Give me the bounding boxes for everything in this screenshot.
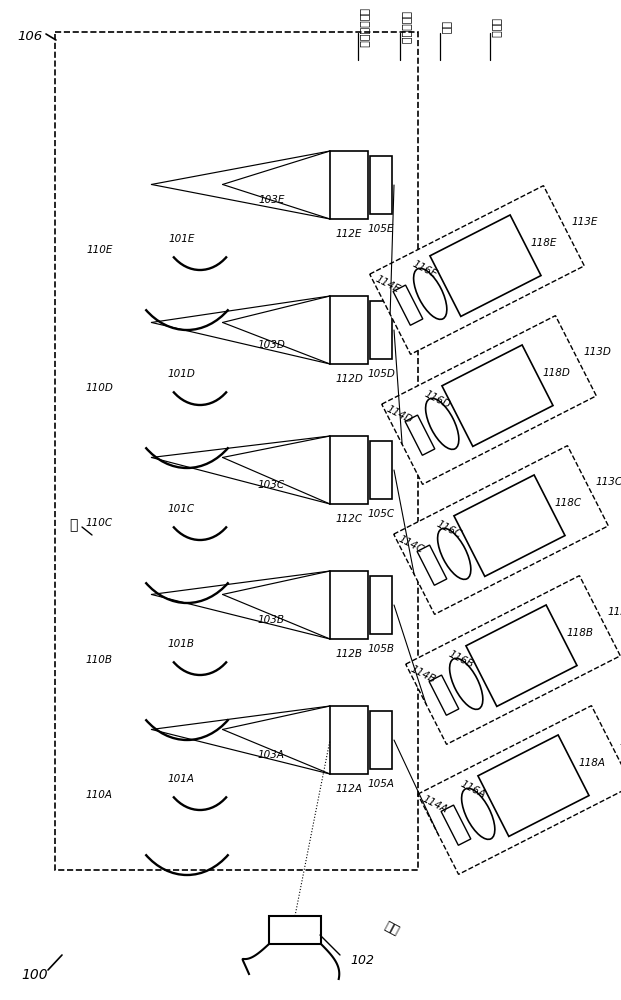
Text: 113A: 113A — [619, 737, 621, 747]
Text: 118B: 118B — [566, 628, 593, 638]
Text: 114E: 114E — [373, 274, 401, 295]
Text: 116E: 116E — [410, 259, 438, 280]
Text: 105A: 105A — [368, 779, 394, 789]
Ellipse shape — [425, 398, 459, 449]
Text: 110D: 110D — [85, 383, 113, 393]
Text: 101D: 101D — [167, 369, 195, 379]
Polygon shape — [441, 805, 471, 845]
Text: 118A: 118A — [578, 758, 605, 768]
Polygon shape — [382, 316, 596, 484]
Text: 114C: 114C — [397, 534, 425, 555]
Text: 110C: 110C — [86, 518, 113, 528]
Text: 116B: 116B — [446, 649, 475, 670]
Text: 112E: 112E — [336, 229, 362, 239]
Text: 103A: 103A — [258, 750, 285, 760]
Bar — [370, 156, 392, 214]
Text: 118C: 118C — [554, 498, 581, 508]
Polygon shape — [429, 675, 459, 715]
Text: 116C: 116C — [434, 519, 463, 540]
Text: 113C: 113C — [595, 477, 621, 487]
Polygon shape — [394, 446, 609, 614]
Bar — [269, 916, 321, 944]
Text: 101C: 101C — [168, 504, 195, 514]
Polygon shape — [369, 186, 584, 354]
Text: 103C: 103C — [258, 480, 285, 490]
Text: 116A: 116A — [458, 779, 487, 800]
Ellipse shape — [414, 268, 447, 319]
Text: 114B: 114B — [409, 664, 437, 685]
Text: 112A: 112A — [335, 784, 363, 794]
Polygon shape — [430, 215, 541, 316]
Text: 114D: 114D — [384, 404, 414, 425]
Text: 118E: 118E — [530, 238, 556, 248]
Text: 105B: 105B — [368, 644, 394, 654]
Text: 112C: 112C — [335, 514, 363, 524]
Bar — [370, 301, 392, 359]
Text: 106: 106 — [17, 30, 42, 43]
Polygon shape — [442, 345, 553, 446]
Bar — [370, 576, 392, 634]
Ellipse shape — [450, 658, 483, 709]
Polygon shape — [406, 576, 620, 744]
Text: 113D: 113D — [583, 347, 611, 357]
Polygon shape — [417, 545, 447, 585]
Polygon shape — [478, 735, 589, 836]
Text: 101E: 101E — [169, 234, 195, 244]
Text: 118D: 118D — [542, 368, 570, 378]
Text: 113B: 113B — [607, 607, 621, 617]
Text: 双色向滤光器: 双色向滤光器 — [358, 8, 368, 48]
Bar — [370, 441, 392, 499]
Text: 光纤: 光纤 — [382, 919, 401, 938]
Text: 105C: 105C — [368, 509, 394, 519]
Polygon shape — [405, 415, 435, 455]
Text: 102: 102 — [350, 954, 374, 966]
Polygon shape — [418, 706, 621, 874]
Bar — [55, 32, 418, 870]
Text: 103D: 103D — [257, 340, 285, 350]
Text: 110A: 110A — [86, 790, 113, 800]
Text: 105D: 105D — [367, 369, 395, 379]
Text: 114A: 114A — [421, 794, 450, 815]
Bar — [330, 436, 368, 504]
Bar — [330, 151, 368, 219]
Text: 113E: 113E — [571, 217, 597, 227]
Ellipse shape — [438, 528, 471, 579]
Bar — [330, 571, 368, 639]
Text: 101A: 101A — [168, 774, 195, 784]
Polygon shape — [393, 285, 423, 325]
Polygon shape — [454, 475, 565, 576]
Text: 116D: 116D — [422, 389, 451, 411]
Text: 103E: 103E — [258, 195, 285, 205]
Text: 103B: 103B — [258, 615, 285, 625]
Text: 101B: 101B — [168, 639, 195, 649]
Ellipse shape — [461, 788, 495, 839]
Bar — [330, 296, 368, 364]
Bar — [330, 706, 368, 774]
Text: 透镜: 透镜 — [440, 21, 450, 35]
Text: 112D: 112D — [335, 374, 363, 384]
Text: 检测器: 检测器 — [490, 18, 500, 38]
Text: 110B: 110B — [86, 655, 113, 665]
Text: 110E: 110E — [86, 245, 113, 255]
Text: 105E: 105E — [368, 224, 394, 234]
Text: 带通滤光器: 带通滤光器 — [400, 11, 410, 45]
Text: 112B: 112B — [335, 649, 363, 659]
Bar — [370, 711, 392, 769]
Text: 100: 100 — [22, 968, 48, 982]
Text: 镜: 镜 — [70, 518, 78, 532]
Polygon shape — [466, 605, 577, 706]
